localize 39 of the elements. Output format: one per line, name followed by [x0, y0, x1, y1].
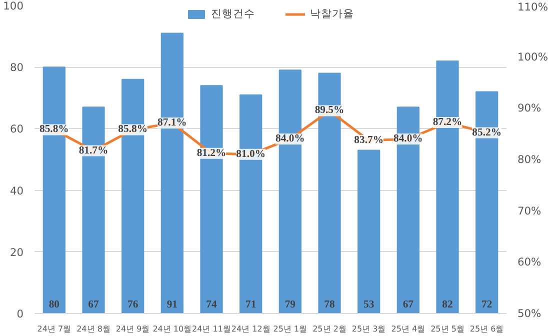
data-label: 67: [88, 299, 100, 310]
y-tick-label: 20: [10, 246, 24, 259]
legend-label: 진행건수: [211, 7, 255, 21]
x-tick-label: 24년 9월: [116, 324, 150, 334]
data-label: 80: [48, 299, 60, 310]
y2-tick-label: 100%: [518, 50, 548, 64]
data-label: 91: [166, 299, 178, 310]
x-tick-label: 24년 8월: [76, 324, 110, 334]
y2-tick-label: 60%: [518, 256, 542, 269]
y-tick-label: 0: [16, 308, 24, 320]
y2-tick-label: 80%: [518, 153, 542, 166]
x-tick-label: 24년 7월: [37, 324, 72, 334]
x-tick-label: 24년 12월: [231, 324, 270, 334]
y-tick-label: 80: [10, 61, 24, 74]
data-label: 53: [364, 299, 374, 310]
legend-label: 낙찰가율: [310, 7, 354, 21]
data-label: 74: [206, 299, 218, 310]
data-label: 67: [402, 299, 414, 310]
x-tick-label: 24년 10월: [152, 324, 192, 334]
y2-tick-label: 110%: [518, 0, 548, 14]
x-tick-label: 25년 4월: [391, 324, 426, 334]
data-label: 82: [442, 299, 453, 310]
x-tick-label: 24년 11월: [192, 324, 231, 334]
data-label: 76: [128, 299, 139, 310]
data-label: 71: [246, 299, 256, 310]
y-tick-label: 100: [3, 0, 24, 12]
x-tick-label: 25년 6월: [470, 324, 504, 334]
y-tick-label: 60: [10, 122, 24, 136]
y2-tick-label: 70%: [518, 204, 542, 218]
y-tick-label: 40: [10, 184, 24, 198]
y2-tick-label: 50%: [518, 307, 542, 320]
data-label: 79: [284, 299, 296, 310]
x-tick-label: 25년 1월: [273, 324, 308, 334]
x-tick-label: 25년 2월: [312, 324, 346, 334]
x-tick-label: 25년 3월: [352, 324, 386, 334]
data-label: 78: [324, 299, 335, 310]
y2-tick-label: 90%: [518, 102, 542, 115]
data-label: 72: [482, 299, 492, 310]
x-tick-label: 25년 5월: [430, 324, 464, 334]
